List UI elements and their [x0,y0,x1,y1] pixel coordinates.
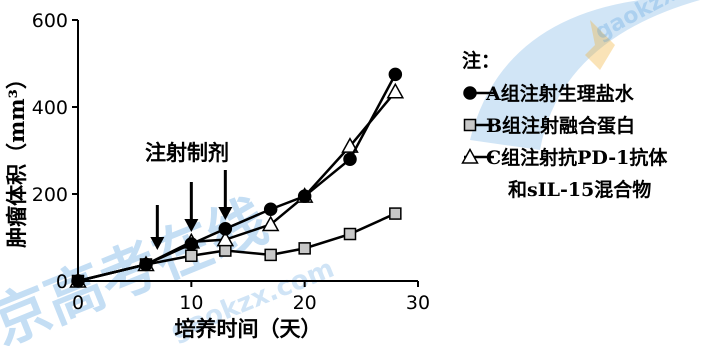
y-tick-label: 0 [56,271,68,293]
y-tick-label: 200 [32,184,68,206]
x-tick-label: 20 [293,292,317,314]
x-axis-title: 培养时间（天） [175,316,322,341]
data-point [389,68,401,80]
data-point [299,190,311,202]
legend-marker [465,120,476,131]
legend-label: C组注射抗PD-1抗体 [486,146,668,169]
x-tick-label: 0 [72,292,84,314]
data-point [186,250,197,261]
data-point [72,275,84,287]
data-point [299,243,310,254]
x-tick-label: 30 [406,292,430,314]
data-point [220,245,231,256]
x-tick-label: 10 [179,292,203,314]
annotation-label: 注射制剂 [145,140,229,165]
data-point [265,249,276,260]
y-tick-label: 600 [32,10,68,32]
data-point [345,229,356,240]
data-point [390,208,401,219]
y-tick-label: 400 [32,97,68,119]
data-point [140,258,152,270]
legend-item-a: A组注射生理盐水 [464,82,635,105]
legend-marker [464,87,476,99]
legend-label: B组注射融合蛋白 [486,114,635,137]
data-point [219,223,231,235]
data-point [185,238,197,250]
legend-label: A组注射生理盐水 [485,82,635,105]
data-point [344,153,356,165]
data-point [265,203,277,215]
legend-label-line2: 和sIL-15混合物 [508,178,651,201]
y-axis-title: 肿瘤体积（mm³） [4,68,29,248]
legend-title: 注： [462,49,500,72]
legend-item-b: B组注射融合蛋白 [464,114,635,137]
